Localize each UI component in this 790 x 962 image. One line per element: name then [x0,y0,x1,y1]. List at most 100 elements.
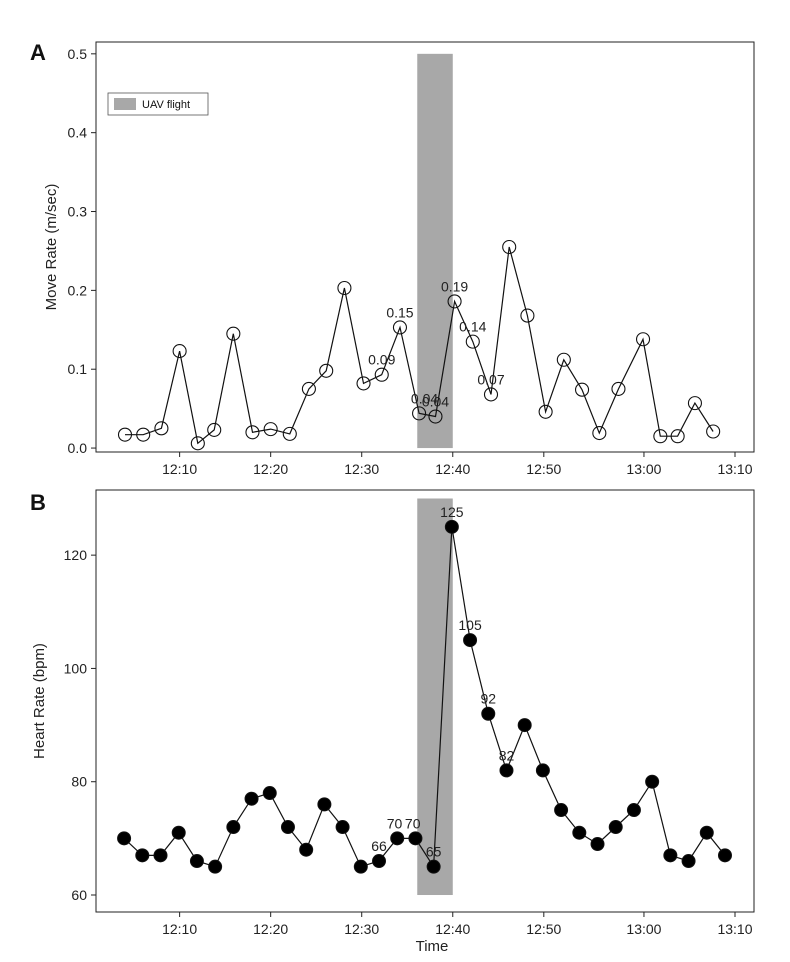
data-point [465,334,480,349]
data-label: 70 [387,815,403,831]
data-point [635,332,651,347]
panel-b-letter: B [30,490,46,515]
data-label: 66 [371,838,387,854]
data-point [392,320,408,335]
data-label: 82 [499,747,515,763]
data-point [226,820,241,835]
data-point [135,848,150,863]
x-tick-label: 12:40 [435,461,470,477]
panel-a-letter: A [30,40,46,65]
x-tick-label: 13:10 [717,461,752,477]
x-tick-label: 12:10 [162,921,197,937]
data-point [408,831,423,846]
data-point [245,425,260,440]
data-point [190,436,205,451]
data-point [171,825,186,840]
data-point [282,426,297,441]
data-point [412,406,427,421]
data-label: 105 [458,617,482,633]
data-point [535,763,550,778]
y-tick-label: 120 [64,547,88,563]
data-point [572,825,587,840]
panel-b-x-axis-title: Time [416,938,449,955]
data-point [262,786,277,801]
x-tick-label: 12:20 [253,461,288,477]
data-point [244,791,259,806]
data-point [590,837,605,852]
data-point [374,367,389,382]
x-tick-label: 12:50 [526,461,561,477]
data-point [481,706,496,721]
data-point [136,427,151,442]
data-point [670,429,685,444]
data-label: 0.19 [441,278,468,294]
data-point [263,422,278,437]
y-tick-label: 0.1 [68,361,88,377]
y-tick-label: 0.4 [68,125,88,141]
data-point [717,848,732,863]
x-tick-label: 12:10 [162,461,197,477]
y-tick-label: 0.2 [68,282,88,298]
y-tick-label: 80 [71,774,87,790]
data-point [299,842,314,857]
data-point [207,422,222,437]
y-tick-label: 0.5 [68,46,88,62]
data-point [390,831,405,846]
data-point [335,820,350,835]
data-point [280,820,295,835]
data-point [502,239,517,255]
x-tick-label: 12:30 [344,921,379,937]
x-tick-label: 12:30 [344,461,379,477]
data-point [356,376,371,391]
y-tick-label: 100 [64,660,88,676]
data-point [153,848,168,863]
data-point [687,396,702,411]
data-point [645,774,660,789]
panel-a-move-rate-chart: 12:10 12:20 12:30 12:40 12:50 13:00 13:10 0.0 0… [43,41,755,477]
data-point [447,294,462,309]
legend-swatch [114,98,136,110]
data-label: 0.04 [422,394,449,410]
x-tick-label: 13:00 [626,921,661,937]
data-point [517,718,532,733]
data-point [663,848,678,863]
data-point [483,387,499,402]
x-tick-label: 12:20 [253,921,288,937]
data-label: 0.14 [459,319,486,335]
x-tick-label: 12:50 [526,921,561,937]
data-point [444,519,459,534]
data-label: 0.04 [411,390,438,406]
data-point [317,797,332,812]
data-point [117,427,133,442]
data-point [301,381,316,396]
data-point [117,831,132,846]
legend-label: UAV flight [142,99,190,111]
data-point [428,409,443,424]
data-label: 0.07 [477,371,504,387]
data-point [226,326,241,341]
data-point [626,803,641,818]
panel-b-heart-rate-chart: 12:10 12:20 12:30 12:40 12:50 13:00 13:10 60 80… [31,489,755,955]
data-point [463,633,478,648]
series-line [125,246,714,445]
data-label: 70 [405,815,421,831]
data-label: 0.15 [386,304,413,320]
x-tick-label: 13:10 [717,921,752,937]
data-point [208,859,223,874]
x-tick-label: 13:00 [626,461,661,477]
data-point [653,429,668,444]
series-line [123,526,726,869]
data-label: 125 [440,504,464,520]
data-label: 65 [426,844,442,860]
data-point [499,763,514,778]
y-tick-label: 60 [71,887,87,903]
data-point [611,381,626,396]
panel-b-y-axis-title: Heart Rate (bpm) [31,643,48,759]
uav-flight-shade [417,498,453,896]
data-point [706,424,721,439]
data-point [189,854,204,869]
data-label: 92 [480,691,496,707]
data-point [699,825,714,840]
panel-a-y-axis-title: Move Rate (m/sec) [43,184,60,311]
